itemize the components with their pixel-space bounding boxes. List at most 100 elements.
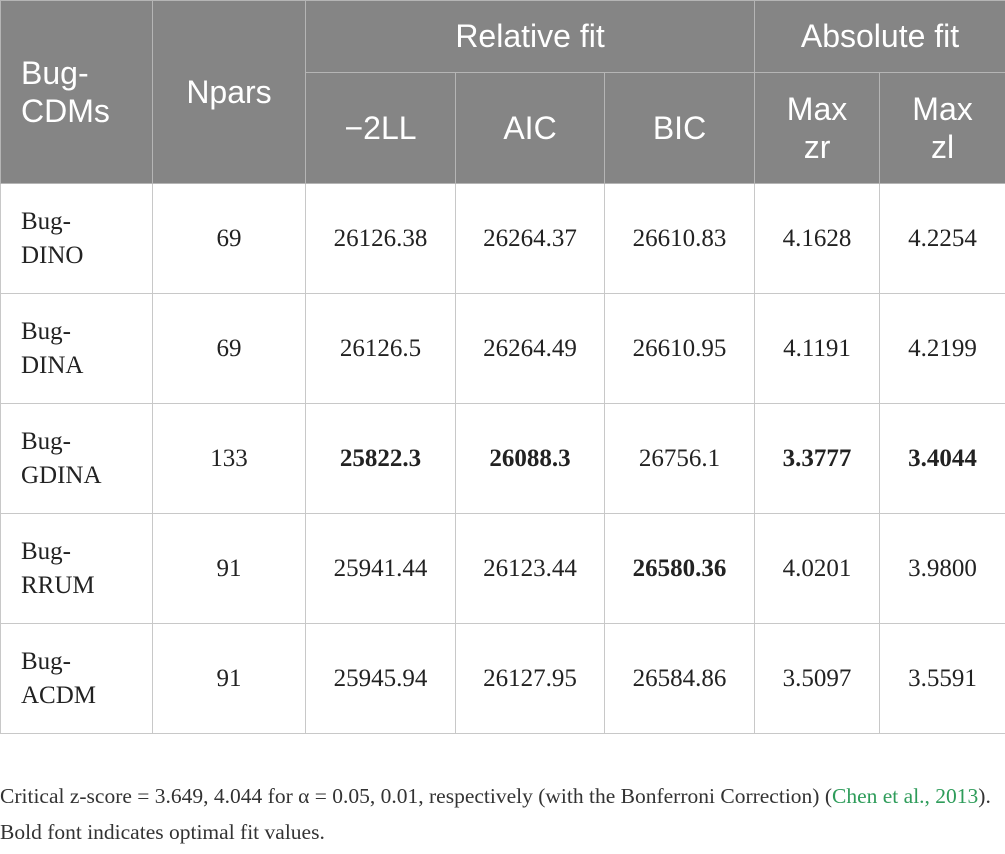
header-row: −2LL AIC BIC Max zr Max zl <box>1 72 1005 184</box>
model-name: Bug-ACDM <box>21 647 97 709</box>
column-header-text: Max zr <box>786 90 848 165</box>
column-header-text: −2LL <box>344 109 417 146</box>
npars-value: 91 <box>216 664 242 692</box>
model-cell: Bug-RRUM <box>0 513 153 624</box>
column-header-cell: BIC <box>603 72 756 184</box>
group-header-cell: Relative fit <box>304 0 756 73</box>
column-header-text: BIC <box>652 109 707 146</box>
table-row: Bug-ACDM 91 25945.94 26127.95 26584.86 3.5097… <box>0 623 1005 734</box>
value-cell: 3.4044 <box>879 403 1005 514</box>
fit-value: 3.5591 <box>908 664 977 692</box>
value-cell: 3.9800 <box>879 513 1005 624</box>
model-cell: Bug-DINO <box>0 183 153 294</box>
value-cell: 26088.3 <box>455 403 605 514</box>
npars-cell: 69 <box>152 293 306 404</box>
npars-cell: 91 <box>152 623 306 734</box>
npars-value: 91 <box>216 554 242 582</box>
fit-value: 25941.44 <box>333 554 428 582</box>
fit-value: 3.3777 <box>782 444 852 472</box>
fit-value: 4.1191 <box>783 334 851 362</box>
column-header-cell: −2LL <box>305 72 456 184</box>
model-cell: Bug-GDINA <box>0 403 153 514</box>
value-cell: 25822.3 <box>305 403 456 514</box>
model-name: Bug-RRUM <box>21 537 95 599</box>
column-header-cell: AIC <box>455 72 605 184</box>
value-cell: 26610.95 <box>603 293 756 404</box>
model-name: Bug-DINA <box>21 317 84 379</box>
group-header-text: Relative fit <box>455 18 605 55</box>
npars-value: 133 <box>210 444 248 472</box>
fit-value: 26126.38 <box>333 224 428 252</box>
fit-value: 26756.1 <box>638 444 721 472</box>
value-cell: 4.2254 <box>879 183 1005 294</box>
value-cell: 26126.38 <box>305 183 456 294</box>
footnote-text: Critical z-score = 3.649, 4.044 for α = … <box>0 784 832 808</box>
header-cell: Npars <box>152 0 306 184</box>
fit-value: 26088.3 <box>489 444 571 472</box>
value-cell: 26264.49 <box>455 293 605 404</box>
group-header-cell: Absolute fit <box>754 0 1005 73</box>
footnote-text: ). Bold font indicates optimal fit value… <box>0 784 991 844</box>
value-cell: 4.2199 <box>879 293 1005 404</box>
fit-value: 25822.3 <box>339 444 422 472</box>
header-text: Npars <box>186 73 272 110</box>
table-body: Bug-DINO 69 26126.38 26264.37 26610.83 4.1628… <box>0 183 1005 734</box>
table-row: Bug-DINO 69 26126.38 26264.37 26610.83 4.1628… <box>0 183 1005 294</box>
value-cell: 25945.94 <box>305 623 456 734</box>
value-cell: 26610.83 <box>603 183 756 294</box>
value-cell: 26126.5 <box>305 293 456 404</box>
fit-value: 3.9800 <box>908 554 977 582</box>
npars-cell: 69 <box>152 183 306 294</box>
table-header: Bug-CDMs Npars Relative fit Absolute fit −2L… <box>0 0 1005 184</box>
fit-value: 25945.94 <box>333 664 428 692</box>
fit-value: 4.2254 <box>908 224 977 252</box>
fit-value: 26264.37 <box>483 224 577 252</box>
value-cell: 4.1628 <box>754 183 881 294</box>
group-header-text: Absolute fit <box>800 18 960 55</box>
fit-value: 4.2199 <box>908 334 977 362</box>
value-cell: 26123.44 <box>455 513 605 624</box>
fit-value: 26126.5 <box>339 334 422 362</box>
footnote: Critical z-score = 3.649, 4.044 for α = … <box>0 778 1005 850</box>
table-row: Bug-GDINA 133 25822.3 26088.3 26756.1 3.3777 3… <box>0 403 1005 514</box>
fit-value: 3.5097 <box>782 664 852 692</box>
fit-value: 26610.83 <box>632 224 727 252</box>
fit-value: 26127.95 <box>483 664 577 692</box>
model-name: Bug-GDINA <box>21 427 102 489</box>
column-header-text: Max zl <box>912 90 973 165</box>
model-name: Bug-DINO <box>21 207 84 269</box>
fit-value: 4.1628 <box>782 224 852 252</box>
table-row: Bug-RRUM 91 25941.44 26123.44 26580.36 4.0201… <box>0 513 1005 624</box>
header-cell: Bug-CDMs <box>0 0 153 184</box>
table-row: Bug-DINA 69 26126.5 26264.49 26610.95 4.1191 4… <box>0 293 1005 404</box>
citation-link[interactable]: Chen et al., 2013 <box>832 784 979 808</box>
npars-cell: 133 <box>152 403 306 514</box>
value-cell: 26584.86 <box>603 623 756 734</box>
npars-value: 69 <box>216 224 242 252</box>
value-cell: 3.5097 <box>754 623 881 734</box>
value-cell: 4.1191 <box>754 293 881 404</box>
results-table: Bug-CDMs Npars Relative fit Absolute fit −2L… <box>0 0 1005 734</box>
header-row: Bug-CDMs Npars Relative fit Absolute fit <box>0 0 1005 184</box>
fit-value: 26610.95 <box>632 334 727 362</box>
model-cell: Bug-DINA <box>0 293 153 404</box>
fit-value: 3.4044 <box>908 444 977 472</box>
value-cell: 26127.95 <box>455 623 605 734</box>
header-text: Bug-CDMs <box>21 54 110 129</box>
value-cell: 3.3777 <box>754 403 881 514</box>
value-cell: 3.5591 <box>879 623 1005 734</box>
column-header-cell: Max zr <box>754 72 881 184</box>
fit-value: 26264.49 <box>483 334 577 362</box>
value-cell: 25941.44 <box>305 513 456 624</box>
npars-value: 69 <box>216 334 242 362</box>
column-header-cell: Max zl <box>879 72 1005 184</box>
fit-value: 26123.44 <box>483 554 577 582</box>
value-cell: 26264.37 <box>455 183 605 294</box>
fit-value: 4.0201 <box>782 554 852 582</box>
value-cell: 26580.36 <box>603 513 756 624</box>
column-header-text: AIC <box>503 109 557 146</box>
fit-value: 26584.86 <box>632 664 727 692</box>
value-cell: 26756.1 <box>603 403 756 514</box>
fit-value: 26580.36 <box>632 554 727 582</box>
